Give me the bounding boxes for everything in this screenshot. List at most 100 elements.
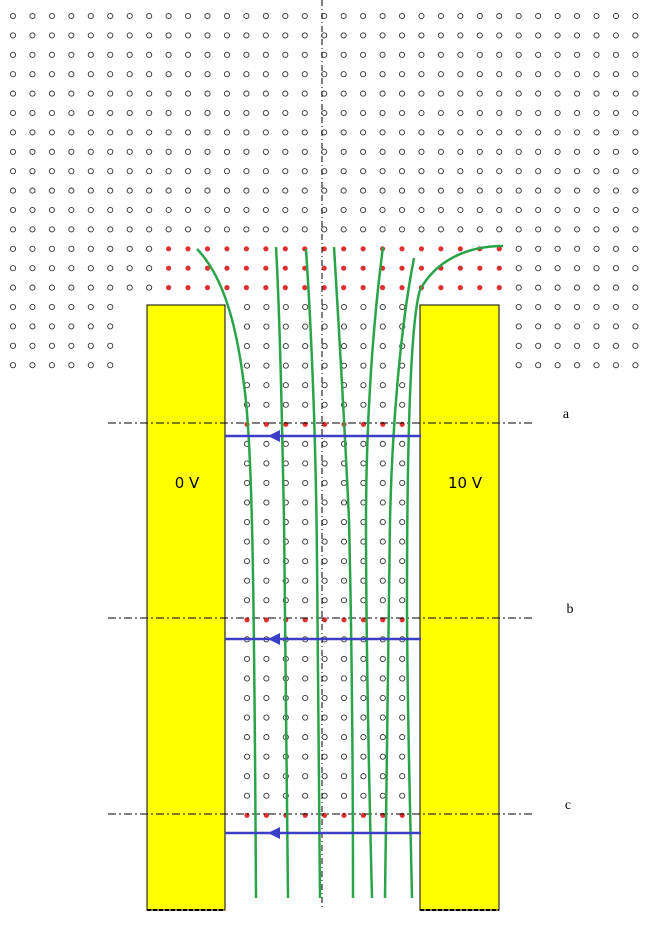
grid-dot: [398, 129, 406, 136]
grid-dot: [29, 265, 36, 272]
grid-dot: [87, 245, 94, 252]
grid-dot: [399, 792, 406, 799]
grid-dot: [302, 323, 309, 330]
grid-dot: [48, 206, 55, 214]
grid-dot: [243, 694, 251, 702]
grid-dot: [321, 460, 328, 467]
grid-dot: [29, 206, 36, 214]
grid-dot: [632, 265, 639, 272]
grid-dot: [165, 206, 172, 214]
grid-dot: [418, 51, 425, 58]
grid-dot: [379, 206, 386, 214]
grid-dot: [496, 226, 503, 233]
grid-dot: [321, 558, 328, 565]
grid-dot: [223, 187, 230, 194]
grid-dot: [68, 71, 75, 78]
grid-dot: [360, 362, 367, 369]
grid-dot: [535, 342, 542, 349]
streamline-1: [196, 248, 258, 899]
charge-dot: [360, 285, 366, 291]
grid-dot: [515, 342, 522, 349]
grid-dot: [437, 168, 444, 175]
grid-dot: [146, 187, 153, 194]
grid-dot: [9, 226, 17, 233]
grid-dot: [262, 90, 269, 97]
grid-dot: [87, 12, 94, 20]
grid-dot: [612, 303, 620, 311]
grid-dot: [243, 538, 251, 545]
grid-dot: [263, 460, 270, 467]
grid-dot: [302, 362, 309, 369]
charge-dot: [457, 246, 463, 252]
grid-dot: [321, 303, 328, 311]
charge-dot: [438, 246, 444, 252]
grid-dot: [321, 382, 328, 389]
grid-dot: [87, 362, 94, 369]
grid-dot: [554, 323, 561, 330]
grid-dot: [379, 362, 386, 369]
grid-dot: [340, 323, 348, 330]
grid-dot: [48, 148, 55, 155]
grid-dot: [29, 129, 36, 136]
grid-dot: [9, 187, 17, 194]
charge-dot: [166, 285, 172, 291]
grid-dot: [476, 109, 483, 117]
grid-dot: [107, 187, 114, 194]
grid-dot: [204, 148, 211, 155]
grid-dot: [360, 226, 367, 233]
grid-dot: [612, 109, 620, 117]
grid-dot: [379, 323, 386, 330]
grid-dot: [340, 577, 348, 584]
grid-dot: [632, 148, 639, 155]
field-arrows: [225, 430, 421, 839]
grid-dot: [496, 206, 503, 214]
charge-dot: [496, 246, 502, 252]
grid-dot: [476, 148, 483, 155]
grid-dot: [554, 303, 561, 311]
grid-dot: [535, 265, 542, 272]
grid-dot: [340, 168, 347, 175]
grid-dot: [262, 168, 269, 175]
grid-dot: [379, 773, 386, 780]
grid-dot: [321, 597, 328, 604]
grid-dot: [146, 32, 153, 39]
grid-dot: [302, 479, 309, 487]
grid-dot: [146, 90, 153, 97]
grid-dot: [418, 71, 425, 78]
charge-dot: [302, 421, 308, 427]
grid-dot: [262, 226, 269, 233]
charge-dot: [418, 246, 425, 252]
charge-dot: [360, 265, 366, 271]
grid-dot: [632, 206, 639, 214]
charge-dot: [438, 285, 444, 291]
grid-dot: [68, 32, 75, 39]
grid-dot: [340, 538, 348, 545]
grid-dot: [612, 265, 620, 272]
grid-dot: [360, 109, 367, 117]
grid-dot: [48, 51, 55, 58]
grid-dot: [632, 187, 639, 194]
grid-dot: [360, 71, 367, 78]
grid-dot: [87, 206, 94, 214]
grid-dot: [360, 187, 367, 194]
charge-dot: [282, 285, 288, 291]
grid-dot: [9, 265, 17, 272]
grid-dot: [243, 362, 251, 369]
grid-dot: [398, 187, 406, 194]
grid-dot: [457, 51, 464, 58]
grid-dot: [399, 597, 406, 604]
grid-dot: [146, 148, 153, 155]
grid-dot: [476, 32, 483, 39]
grid-dot: [321, 773, 328, 780]
grid-dot: [243, 558, 251, 565]
grid-dot: [223, 168, 230, 175]
grid-dot: [593, 168, 600, 175]
grid-dot: [360, 12, 367, 20]
grid-dot: [204, 71, 211, 78]
grid-dot: [204, 12, 211, 20]
grid-dot: [418, 168, 425, 175]
grid-dot: [165, 51, 172, 58]
grid-dot: [476, 129, 483, 136]
grid-dot: [204, 226, 211, 233]
grid-dot: [146, 71, 153, 78]
